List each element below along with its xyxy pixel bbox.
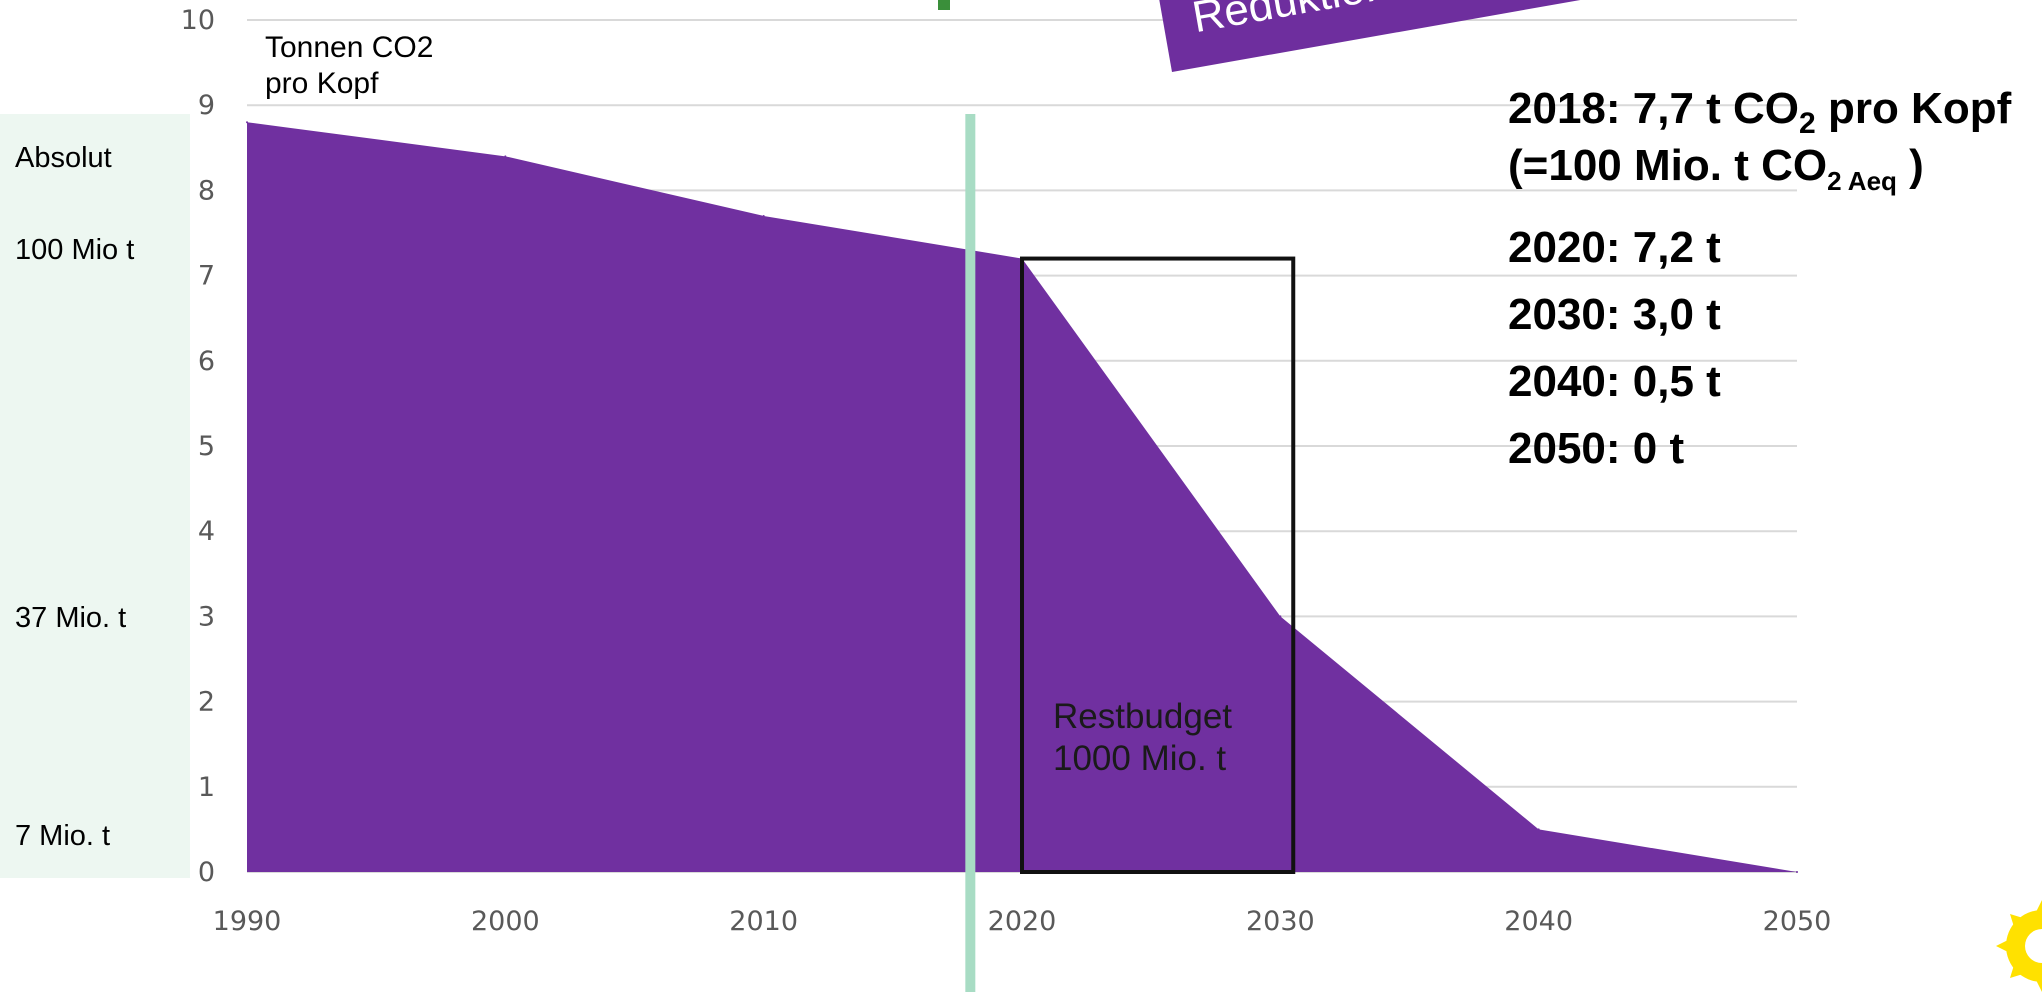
summary-2018: 2018: 7,7 t CO2 pro Kopf (1508, 84, 2012, 140)
emissions-summary: 2018: 7,7 t CO2 pro Kopf (=100 Mio. t CO… (1508, 84, 2011, 474)
summary-2040: 2040: 0,5 t (1508, 356, 1721, 406)
budget-label-line1: Restbudget (1053, 697, 1233, 736)
budget-label: Restbudget 1000 Mio. t (1053, 696, 1232, 780)
y-tick-7: 7 (198, 261, 215, 292)
panel-label-100: 100 Mio t (15, 234, 135, 266)
axis-ticks: 0 1 2 3 4 5 6 7 8 9 10 1990 2000 2010 2020 2030 2040 2050 (181, 5, 1832, 937)
x-tick-2040: 2040 (1504, 906, 1573, 937)
y-tick-4: 4 (198, 516, 215, 547)
y-axis-label: Tonnen CO2 pro Kopf (265, 30, 433, 102)
x-tick-2020: 2020 (988, 906, 1057, 937)
y-tick-0: 0 (198, 857, 215, 888)
y-tick-3: 3 (198, 601, 215, 632)
data-point-2030 (1279, 615, 1282, 618)
panel-label-37: 37 Mio. t (15, 602, 127, 634)
y-tick-6: 6 (198, 346, 215, 377)
y-tick-8: 8 (198, 175, 215, 206)
y-tick-5: 5 (198, 431, 215, 462)
data-point-2000 (504, 155, 507, 158)
budget-box (1020, 256, 1296, 874)
summary-2020: 2020: 7,2 t (1508, 222, 1721, 272)
x-tick-2000: 2000 (471, 906, 540, 937)
sunflower-icon (1996, 900, 2042, 992)
title-fragment-mark (938, 0, 950, 10)
summary-2030: 2030: 3,0 t (1508, 289, 1721, 339)
y-axis-label-line2: pro Kopf (265, 67, 379, 100)
data-point-1990 (246, 121, 248, 124)
summary-2050: 2050: 0 t (1508, 423, 1685, 473)
x-tick-1990: 1990 (213, 906, 282, 937)
x-tick-2030: 2030 (1246, 906, 1315, 937)
x-tick-2010: 2010 (729, 906, 798, 937)
y-tick-1: 1 (198, 772, 215, 803)
summary-2018-absolute: (=100 Mio. t CO2 Aeq ) (1508, 140, 1924, 196)
data-point-2050 (1796, 871, 1798, 873)
y-tick-2: 2 (198, 687, 215, 718)
y-axis-label-line1: Tonnen CO2 (265, 31, 434, 64)
absolute-values-panel: Absolut 100 Mio t 37 Mio. t 7 Mio. t (0, 114, 190, 878)
budget-label-line2: 1000 Mio. t (1053, 739, 1227, 778)
y-tick-10: 10 (181, 5, 215, 36)
y-tick-9: 9 (198, 90, 215, 121)
data-point-2010 (762, 214, 765, 217)
budget-rect (1020, 256, 1296, 874)
panel-label-7: 7 Mio. t (15, 820, 111, 852)
x-tick-2050: 2050 (1763, 906, 1832, 937)
panel-title: Absolut (15, 142, 112, 174)
data-point-2040 (1537, 828, 1540, 831)
